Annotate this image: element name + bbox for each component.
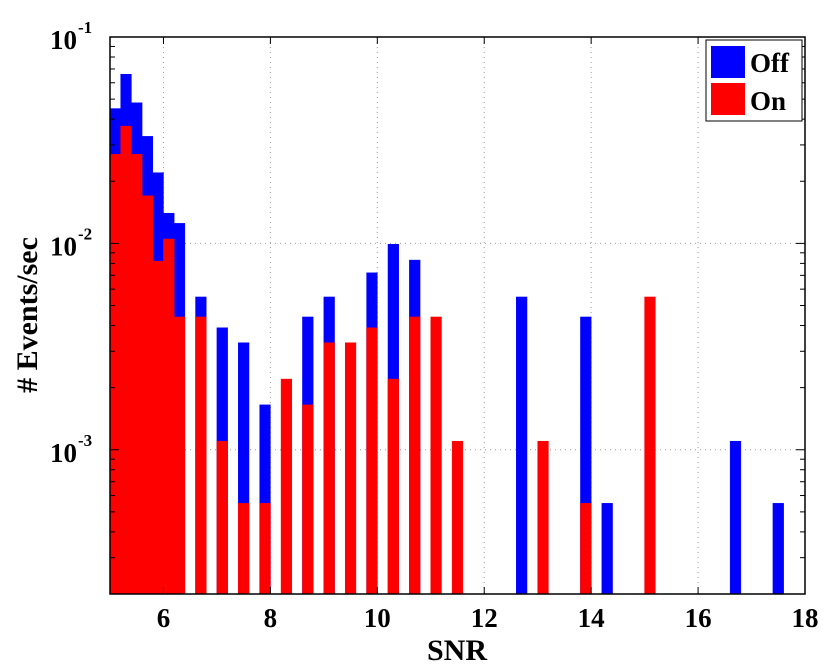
y-tick-label-base: 10 bbox=[50, 438, 77, 468]
bar-on bbox=[644, 296, 656, 595]
x-tick-label: 18 bbox=[792, 603, 819, 633]
legend: Off On bbox=[705, 39, 803, 122]
x-tick-label: 12 bbox=[471, 603, 498, 633]
bar-off bbox=[772, 503, 784, 595]
bar-on bbox=[430, 316, 442, 595]
bars bbox=[109, 73, 784, 595]
bar-on bbox=[120, 125, 132, 595]
x-tick-label: 8 bbox=[264, 603, 278, 633]
bar-on bbox=[152, 260, 164, 595]
bar-on bbox=[366, 327, 378, 595]
bar-off bbox=[729, 440, 742, 595]
bar-on bbox=[537, 440, 549, 595]
x-tick-label: 6 bbox=[157, 603, 171, 633]
bar-on bbox=[216, 440, 228, 595]
y-tick-label-exponent: -2 bbox=[78, 224, 92, 243]
bar-on bbox=[195, 316, 207, 595]
legend-label-off: Off bbox=[750, 48, 790, 78]
bar-on bbox=[580, 503, 592, 595]
x-axis-label: SNR bbox=[427, 634, 487, 667]
bar-on bbox=[387, 378, 399, 595]
bar-on bbox=[280, 378, 293, 595]
y-tick-label-exponent: -3 bbox=[78, 431, 92, 450]
bar-on bbox=[109, 154, 121, 595]
legend-label-on: On bbox=[750, 86, 786, 116]
bar-on bbox=[173, 316, 186, 595]
legend-swatch-off bbox=[711, 46, 745, 78]
bar-on bbox=[451, 440, 464, 595]
bar-on bbox=[238, 503, 250, 595]
bar-off bbox=[601, 503, 613, 595]
y-tick-label-base: 10 bbox=[50, 25, 77, 55]
x-tick-label: 14 bbox=[578, 603, 605, 633]
bar-on bbox=[163, 238, 175, 595]
bar-on bbox=[141, 195, 154, 595]
plot-frame bbox=[109, 36, 806, 595]
bar-on bbox=[409, 316, 421, 595]
x-tick-label: 16 bbox=[685, 603, 712, 633]
x-tick-label: 10 bbox=[364, 603, 391, 633]
y-axis-label: # Events/sec bbox=[11, 237, 44, 393]
bar-off bbox=[516, 296, 528, 595]
y-tick-label-exponent: -1 bbox=[78, 18, 92, 37]
bar-on bbox=[302, 404, 314, 595]
bar-on bbox=[131, 154, 143, 595]
bar-on bbox=[259, 503, 271, 595]
y-tick-label-base: 10 bbox=[50, 231, 77, 261]
legend-swatch-on bbox=[711, 83, 745, 115]
bar-on bbox=[344, 342, 357, 595]
bar-on bbox=[323, 342, 335, 595]
